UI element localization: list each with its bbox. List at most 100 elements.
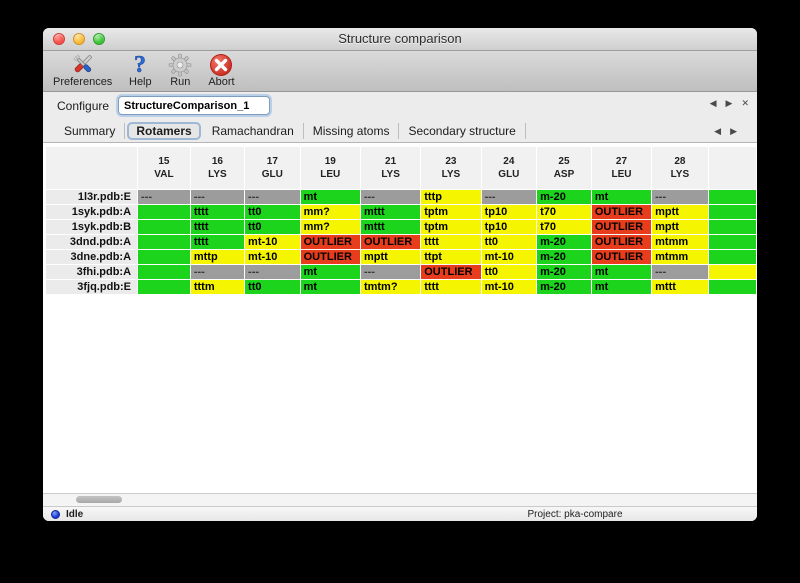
rotamer-cell[interactable]: tttt	[190, 205, 245, 219]
rotamer-cell[interactable]: tt0	[245, 280, 300, 294]
minimize-window-button[interactable]	[73, 33, 85, 45]
rotamer-cell[interactable]: m-20	[537, 250, 591, 264]
rotamer-cell[interactable]: ---	[652, 190, 708, 204]
tab-rotamers[interactable]: Rotamers	[127, 121, 201, 140]
next-configuration-icon[interactable]: ▶	[725, 98, 733, 108]
rotamer-cell[interactable]: mttp	[190, 250, 245, 264]
tab-ramachandran[interactable]: Ramachandran	[203, 122, 304, 139]
row-label[interactable]: 1l3r.pdb:E	[46, 190, 138, 204]
column-header-24[interactable]: 24 GLU	[481, 147, 537, 189]
rotamer-cell[interactable]: mtmm	[652, 235, 708, 249]
rotamer-cell[interactable]: t	[138, 205, 190, 219]
row-label[interactable]: 1syk.pdb:A	[46, 205, 138, 219]
preferences-button[interactable]: Preferences	[53, 52, 112, 88]
rotamer-cell[interactable]: mm?	[300, 220, 360, 234]
column-header-16[interactable]: 16 LYS	[190, 147, 245, 189]
scrollbar-thumb[interactable]	[76, 496, 122, 503]
rotamer-cell[interactable]: mt-10	[245, 250, 300, 264]
rotamer-cell[interactable]: mttt	[360, 205, 421, 219]
rotamer-cell[interactable]: mttt	[360, 220, 421, 234]
rotamer-cell-partial[interactable]	[708, 205, 756, 219]
rotamer-cell[interactable]: mt-10	[481, 280, 537, 294]
rotamer-cell[interactable]: mt	[300, 190, 360, 204]
rotamer-cell[interactable]: ---	[360, 190, 421, 204]
rotamer-cell[interactable]: mptt	[360, 250, 421, 264]
row-label[interactable]: 1syk.pdb:B	[46, 220, 138, 234]
rotamer-cell-partial[interactable]	[708, 250, 756, 264]
rotamer-cell[interactable]: t70	[537, 205, 591, 219]
rotamer-cell[interactable]: mttt	[652, 280, 708, 294]
rotamer-cell[interactable]: OUTLIER	[300, 235, 360, 249]
column-header-23[interactable]: 23 LYS	[421, 147, 481, 189]
rotamer-cell-partial[interactable]	[708, 190, 756, 204]
column-header-15[interactable]: 15 VAL	[138, 147, 190, 189]
rotamer-cell[interactable]: tt0	[245, 220, 300, 234]
rotamer-cell[interactable]: t	[138, 235, 190, 249]
rotamer-cell-partial[interactable]	[708, 220, 756, 234]
rotamer-cell[interactable]: OUTLIER	[360, 235, 421, 249]
rotamer-cell[interactable]: mm?	[300, 205, 360, 219]
prev-configuration-icon[interactable]: ◀	[709, 98, 717, 108]
column-header-25[interactable]: 25 ASP	[537, 147, 591, 189]
configuration-name-field[interactable]	[118, 96, 271, 115]
rotamer-cell[interactable]: mt	[591, 280, 652, 294]
rotamer-cell[interactable]: tt0	[481, 265, 537, 279]
rotamer-cell[interactable]: m-20	[537, 265, 591, 279]
column-header-19[interactable]: 19 LEU	[300, 147, 360, 189]
rotamer-cell[interactable]: ---	[190, 265, 245, 279]
rotamer-cell[interactable]: OUTLIER	[300, 250, 360, 264]
run-button[interactable]: Run	[168, 52, 192, 88]
rotamer-cell[interactable]: m-20	[537, 190, 591, 204]
rotamer-cell[interactable]: tttt	[190, 220, 245, 234]
rotamer-cell[interactable]: t	[138, 265, 190, 279]
rotamer-cell[interactable]: t70	[537, 220, 591, 234]
rotamer-cell[interactable]: t	[138, 250, 190, 264]
rotamer-cell[interactable]: ---	[481, 190, 537, 204]
rotamer-cell[interactable]: mptt	[652, 220, 708, 234]
row-label[interactable]: 3fjq.pdb:E	[46, 280, 138, 294]
rotamer-cell[interactable]: OUTLIER	[591, 205, 652, 219]
rotamer-cell[interactable]: t	[138, 220, 190, 234]
rotamer-cell[interactable]: mt	[300, 280, 360, 294]
rotamer-cell[interactable]: mt	[591, 190, 652, 204]
row-label[interactable]: 3dnd.pdb:A	[46, 235, 138, 249]
rotamer-cell[interactable]: OUTLIER	[591, 250, 652, 264]
rotamer-cell[interactable]: tp10	[481, 220, 537, 234]
rotamer-cell[interactable]: mt-10	[245, 235, 300, 249]
column-header-27[interactable]: 27 LEU	[591, 147, 652, 189]
rotamer-cell[interactable]: ---	[652, 265, 708, 279]
rotamer-cell-partial[interactable]	[708, 235, 756, 249]
rotamer-cell[interactable]: mptt	[652, 205, 708, 219]
rotamer-cell[interactable]: m-20	[537, 235, 591, 249]
rotamer-cell[interactable]: mt-10	[481, 250, 537, 264]
rotamer-cell[interactable]: tttt	[421, 235, 481, 249]
tab-missing-atoms[interactable]: Missing atoms	[304, 122, 400, 139]
rotamer-cell[interactable]: ---	[190, 190, 245, 204]
rotamer-cell[interactable]: tttt	[190, 235, 245, 249]
row-label[interactable]: 3dne.pdb:A	[46, 250, 138, 264]
abort-button[interactable]: Abort	[208, 52, 235, 88]
rotamer-cell[interactable]: tt0	[481, 235, 537, 249]
rotamer-cell[interactable]: t	[138, 280, 190, 294]
column-header-28[interactable]: 28 LYS	[652, 147, 708, 189]
column-header-21[interactable]: 21 LYS	[360, 147, 421, 189]
close-configuration-icon[interactable]: ✕	[741, 98, 749, 108]
rotamer-cell-partial[interactable]	[708, 280, 756, 294]
row-label[interactable]: 3fhi.pdb:A	[46, 265, 138, 279]
rotamer-cell[interactable]: mtmm	[652, 250, 708, 264]
help-button[interactable]: ? Help	[128, 52, 152, 88]
rotamer-cell[interactable]: tttm	[190, 280, 245, 294]
horizontal-scrollbar[interactable]	[43, 493, 757, 506]
rotamer-cell[interactable]: OUTLIER	[591, 220, 652, 234]
rotamer-cell[interactable]: tttt	[421, 280, 481, 294]
zoom-window-button[interactable]	[93, 33, 105, 45]
rotamer-cell-partial[interactable]	[708, 265, 756, 279]
rotamer-cell[interactable]: OUTLIER	[421, 265, 481, 279]
rotamer-cell[interactable]: tp10	[481, 205, 537, 219]
close-window-button[interactable]	[53, 33, 65, 45]
column-header-17[interactable]: 17 GLU	[245, 147, 300, 189]
rotamer-cell[interactable]: mt	[591, 265, 652, 279]
rotamer-cell[interactable]: ttpt	[421, 250, 481, 264]
rotamer-cell[interactable]: OUTLIER	[591, 235, 652, 249]
rotamer-cell[interactable]: tmtm?	[360, 280, 421, 294]
